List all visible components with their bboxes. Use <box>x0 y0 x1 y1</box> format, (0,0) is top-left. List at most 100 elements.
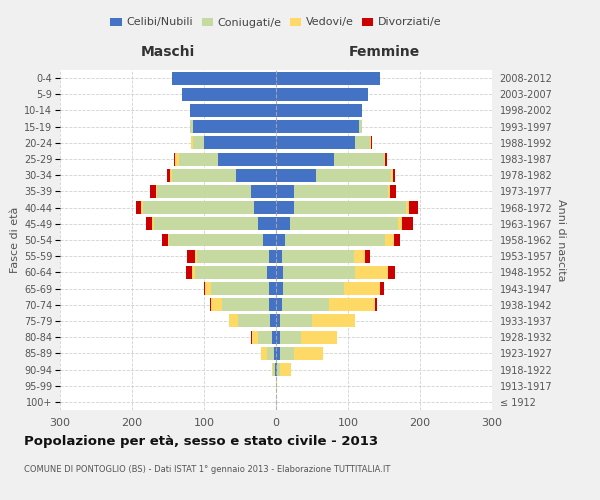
Bar <box>229 314 238 328</box>
Bar <box>190 120 193 133</box>
Bar <box>294 201 406 214</box>
Bar <box>371 136 373 149</box>
Bar <box>280 314 312 328</box>
Bar <box>388 266 395 279</box>
Bar <box>398 218 402 230</box>
Bar <box>251 185 276 198</box>
Bar <box>329 298 376 311</box>
Bar <box>276 169 316 181</box>
Bar <box>269 282 276 295</box>
Bar <box>276 88 368 101</box>
Bar <box>167 169 170 181</box>
Bar <box>142 201 143 214</box>
Bar <box>409 201 418 214</box>
Bar <box>204 136 276 149</box>
Bar <box>290 218 398 230</box>
Bar <box>196 266 268 279</box>
Bar <box>136 201 142 214</box>
Bar <box>268 266 276 279</box>
Bar <box>258 330 272 344</box>
Bar <box>384 152 385 166</box>
Bar <box>385 234 394 246</box>
Bar <box>276 120 359 133</box>
Text: Femmine: Femmine <box>349 44 419 59</box>
Bar <box>276 298 282 311</box>
Text: Popolazione per età, sesso e stato civile - 2013: Popolazione per età, sesso e stato civil… <box>24 435 378 448</box>
Bar <box>156 185 157 198</box>
Bar <box>172 169 236 181</box>
Bar <box>273 363 275 376</box>
Bar <box>272 363 273 376</box>
Bar <box>210 298 211 311</box>
Bar <box>190 104 276 117</box>
Bar <box>283 282 344 295</box>
Bar <box>354 250 365 262</box>
Bar <box>277 363 280 376</box>
Bar <box>276 152 334 166</box>
Bar <box>211 282 269 295</box>
Bar <box>252 330 258 344</box>
Bar <box>258 218 276 230</box>
Bar <box>146 218 152 230</box>
Bar <box>172 72 276 85</box>
Bar <box>344 282 380 295</box>
Bar <box>355 266 388 279</box>
Bar <box>187 250 196 262</box>
Bar <box>276 379 277 392</box>
Bar <box>152 218 154 230</box>
Bar <box>168 234 169 246</box>
Bar <box>170 169 172 181</box>
Bar <box>376 298 377 311</box>
Bar <box>276 185 294 198</box>
Bar <box>391 169 392 181</box>
Bar <box>196 250 197 262</box>
Bar <box>197 250 269 262</box>
Bar <box>280 363 291 376</box>
Y-axis label: Fasce di età: Fasce di età <box>10 207 20 273</box>
Bar <box>334 152 384 166</box>
Bar <box>204 282 205 295</box>
Bar <box>385 152 387 166</box>
Bar <box>275 363 276 376</box>
Bar <box>276 266 283 279</box>
Bar <box>276 347 280 360</box>
Bar <box>276 104 362 117</box>
Bar <box>294 347 323 360</box>
Bar <box>294 185 388 198</box>
Bar <box>276 201 294 214</box>
Bar <box>390 185 395 198</box>
Bar <box>284 234 385 246</box>
Bar <box>238 314 270 328</box>
Bar <box>365 250 370 262</box>
Bar <box>193 136 204 149</box>
Bar <box>276 250 282 262</box>
Bar <box>270 314 276 328</box>
Bar <box>355 136 370 149</box>
Bar <box>301 330 337 344</box>
Bar <box>254 201 276 214</box>
Bar <box>236 169 276 181</box>
Bar <box>269 250 276 262</box>
Bar <box>276 218 290 230</box>
Bar <box>280 330 301 344</box>
Bar <box>280 347 294 360</box>
Bar <box>263 234 276 246</box>
Bar <box>162 234 168 246</box>
Bar <box>276 72 380 85</box>
Bar <box>359 120 362 133</box>
Bar <box>282 250 354 262</box>
Bar <box>394 234 400 246</box>
Bar <box>282 298 329 311</box>
Bar <box>316 169 391 181</box>
Bar <box>276 330 280 344</box>
Bar <box>312 314 355 328</box>
Bar <box>370 136 371 149</box>
Bar <box>169 234 263 246</box>
Bar <box>143 201 254 214</box>
Bar <box>179 152 218 166</box>
Bar <box>406 201 409 214</box>
Text: COMUNE DI PONTOGLIO (BS) - Dati ISTAT 1° gennaio 2013 - Elaborazione TUTTITALIA.: COMUNE DI PONTOGLIO (BS) - Dati ISTAT 1°… <box>24 465 391 474</box>
Bar <box>276 136 355 149</box>
Bar <box>392 169 395 181</box>
Text: Maschi: Maschi <box>141 44 195 59</box>
